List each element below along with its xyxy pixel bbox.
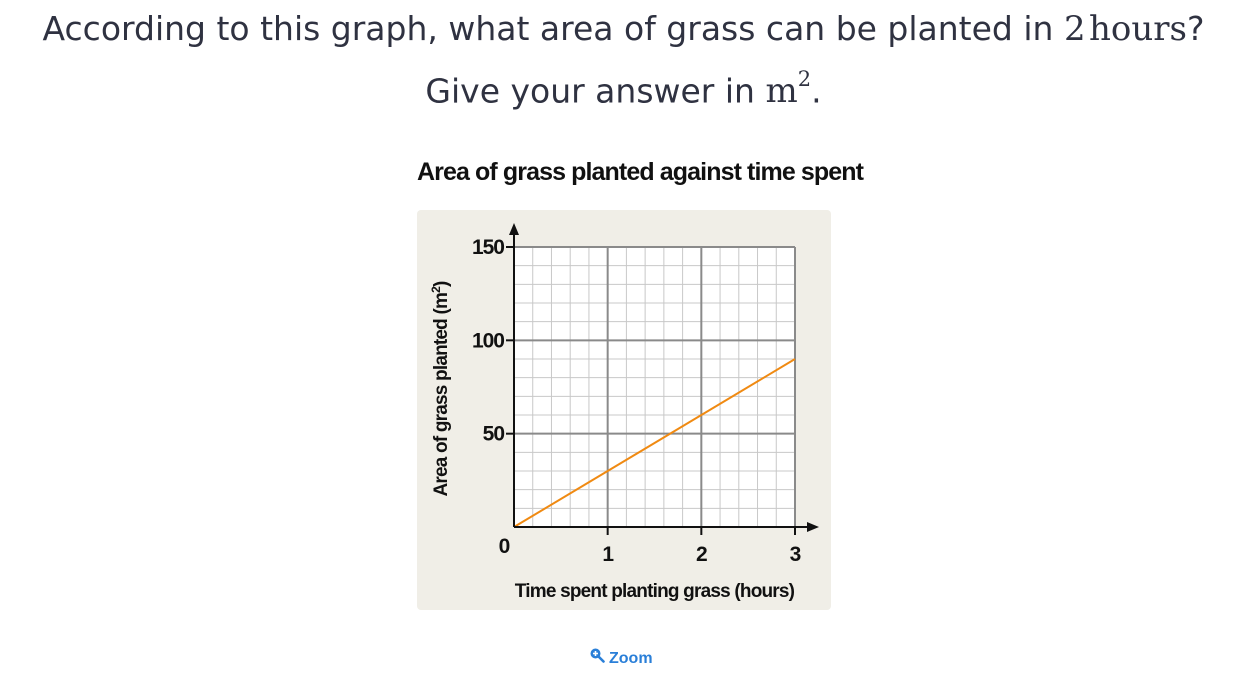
origin-label: 0 bbox=[499, 535, 510, 558]
question-text: According to this graph, what area of gr… bbox=[0, 2, 1247, 118]
x-tick-label: 1 bbox=[602, 543, 614, 566]
chart-title: Area of grass planted against time spent bbox=[417, 158, 864, 186]
y-axis-label-close: ) bbox=[431, 281, 452, 287]
answer-suffix: . bbox=[811, 71, 822, 111]
hours-unit: hours bbox=[1088, 9, 1187, 49]
y-axis-label-text: Area of grass planted (m bbox=[431, 293, 452, 497]
hours-value: 2 bbox=[1063, 9, 1086, 49]
y-tick-label: 50 bbox=[483, 423, 505, 446]
y-tick-label: 150 bbox=[472, 236, 504, 259]
x-axis-arrow bbox=[807, 522, 819, 532]
x-axis-label: Time spent planting grass (hours) bbox=[515, 581, 795, 602]
y-axis-label: Area of grass planted (m2) bbox=[429, 281, 452, 496]
question-line-1: According to this graph, what area of gr… bbox=[0, 2, 1247, 56]
question-suffix: ? bbox=[1186, 9, 1205, 48]
answer-instruction: Give your answer in bbox=[425, 71, 766, 111]
line-chart: 50 100 150 1 2 3 0 Time spent planting grass (h… bbox=[429, 223, 819, 602]
y-axis-label-exponent: 2 bbox=[429, 286, 443, 293]
y-tick-label: 100 bbox=[472, 329, 504, 352]
unit-math: m2 bbox=[765, 67, 811, 112]
zoom-in-icon bbox=[589, 647, 605, 668]
chart-panel: 50 100 150 1 2 3 0 Time spent planting grass (h… bbox=[417, 210, 831, 610]
unit-base: m bbox=[765, 71, 798, 112]
x-tick-label: 3 bbox=[790, 543, 801, 566]
series-line bbox=[513, 358, 796, 528]
zoom-label: Zoom bbox=[609, 650, 653, 668]
x-tick-label: 2 bbox=[696, 543, 707, 566]
y-axis-arrow bbox=[509, 223, 519, 235]
unit-exponent: 2 bbox=[797, 67, 812, 91]
hours-math: 2 hours bbox=[1064, 9, 1187, 49]
plot-area bbox=[514, 247, 795, 527]
question-prefix: According to this graph, what area of gr… bbox=[42, 9, 1064, 48]
question-line-2: Give your answer in m2. bbox=[0, 56, 1247, 118]
zoom-button[interactable]: Zoom bbox=[589, 647, 653, 668]
